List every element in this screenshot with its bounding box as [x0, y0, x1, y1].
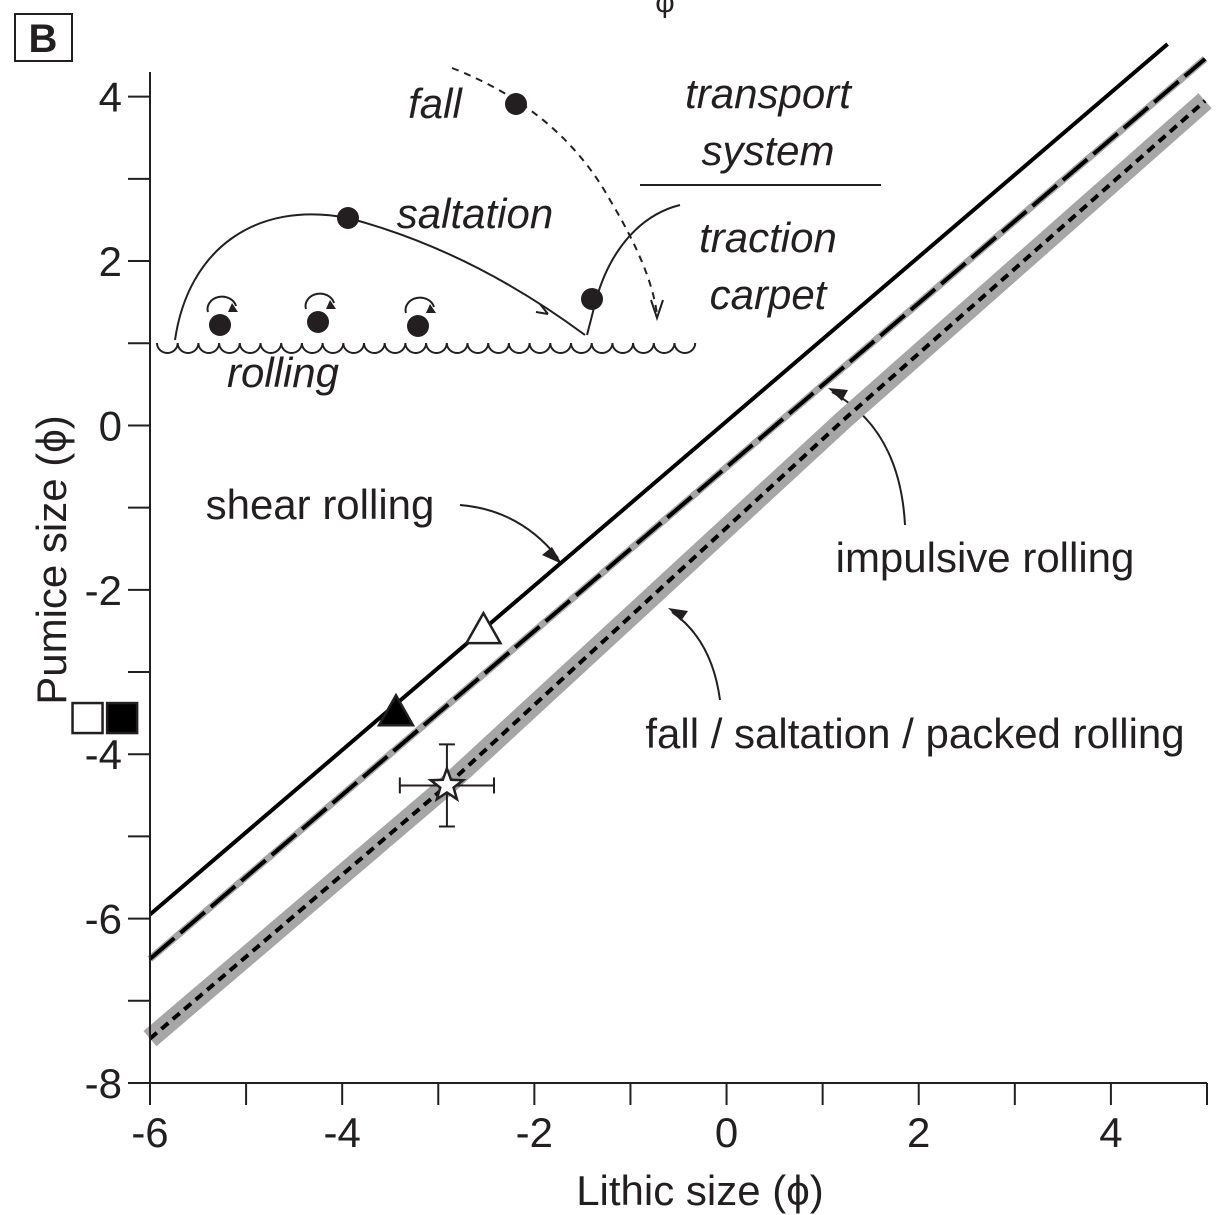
square-marker: [73, 703, 103, 733]
inset-label: rolling: [227, 349, 339, 396]
grain: [337, 207, 359, 229]
grain: [581, 288, 603, 310]
inset-label: transport: [685, 70, 853, 117]
line: [150, 44, 1168, 914]
arrow: [460, 505, 558, 558]
x-tick-label: -6: [131, 1109, 168, 1156]
x-tick-label: 2: [907, 1109, 930, 1156]
x-tick-label: 0: [715, 1109, 738, 1156]
arrow-head: [668, 608, 688, 621]
line-label: shear rolling: [206, 481, 435, 528]
y-tick-label: -6: [85, 896, 122, 943]
square-marker: [107, 703, 137, 733]
inset-label: fall: [408, 80, 463, 127]
y-tick-label: -8: [85, 1060, 122, 1107]
top-label: φ: [655, 0, 674, 19]
y-tick-label: 4: [99, 74, 122, 121]
grain: [307, 311, 329, 333]
y-tick-label: 2: [99, 238, 122, 285]
y-tick-label: -4: [85, 731, 122, 778]
y-tick-label: 0: [99, 402, 122, 449]
spin-arrows: [208, 294, 434, 313]
inset-label: saltation: [397, 190, 553, 237]
arrow-head: [542, 547, 562, 564]
x-tick-label: -4: [324, 1109, 361, 1156]
traction-path: [587, 205, 680, 335]
line-label: impulsive rolling: [836, 534, 1135, 581]
inset-label: carpet: [710, 271, 829, 318]
grain: [209, 314, 231, 336]
triangle-marker: [379, 695, 413, 725]
grain: [505, 93, 527, 115]
grain: [407, 315, 429, 337]
y-tick-label: -2: [85, 567, 122, 614]
chart: B φ Lithic size (ϕ) Pumice size (ϕ) fall…: [0, 0, 1227, 1215]
x-tick-label: 4: [1099, 1109, 1122, 1156]
arrow: [672, 612, 720, 700]
line-label: fall / saltation / packed rolling: [645, 710, 1184, 757]
inset-label: traction: [699, 214, 837, 261]
y-axis-title: Pumice size (ϕ): [28, 415, 75, 705]
panel-label: B: [29, 17, 58, 61]
x-tick-label: -2: [516, 1109, 553, 1156]
inset-label: system: [701, 127, 834, 174]
x-axis-title: Lithic size (ϕ): [576, 1167, 824, 1214]
